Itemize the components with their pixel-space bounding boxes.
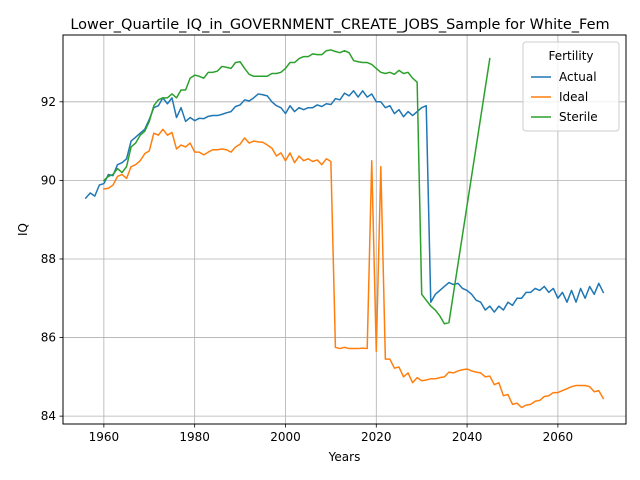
axis-ticks: 1960 1980 2000 2020 2040 2060 84 86 88 90 92: [41, 95, 573, 444]
x-tick-label: 2040: [452, 430, 483, 444]
plot-area-frame: [62, 34, 627, 425]
legend: Fertility Actual Ideal Sterile: [522, 41, 620, 132]
y-tick-label: 86: [41, 331, 56, 345]
legend-label-sterile: Sterile: [559, 110, 598, 124]
x-axis-label: Years: [328, 450, 361, 464]
y-tick-label: 92: [41, 95, 56, 109]
y-tick-label: 88: [41, 252, 56, 266]
series-line-sterile: [102, 49, 491, 325]
y-tick-label: 90: [41, 173, 56, 187]
legend-label-ideal: Ideal: [559, 90, 588, 104]
series-line-actual: [84, 90, 605, 313]
legend-items: Actual Ideal Sterile: [531, 70, 598, 124]
plot-lines: [84, 49, 605, 409]
x-tick-label: 1960: [89, 430, 120, 444]
legend-box: [522, 41, 620, 132]
x-tick-label: 2000: [270, 430, 301, 444]
x-tick-label: 2020: [361, 430, 392, 444]
series-line-ideal: [102, 128, 605, 409]
x-tick-label: 1980: [179, 430, 210, 444]
chart-title: Lower_Quartile_IQ_in_GOVERNMENT_CREATE_J…: [70, 17, 609, 33]
legend-title: Fertility: [548, 49, 593, 63]
y-tick-label: 84: [41, 409, 56, 423]
x-tick-label: 2060: [543, 430, 574, 444]
legend-label-actual: Actual: [559, 70, 597, 84]
y-axis-label: IQ: [16, 223, 30, 236]
